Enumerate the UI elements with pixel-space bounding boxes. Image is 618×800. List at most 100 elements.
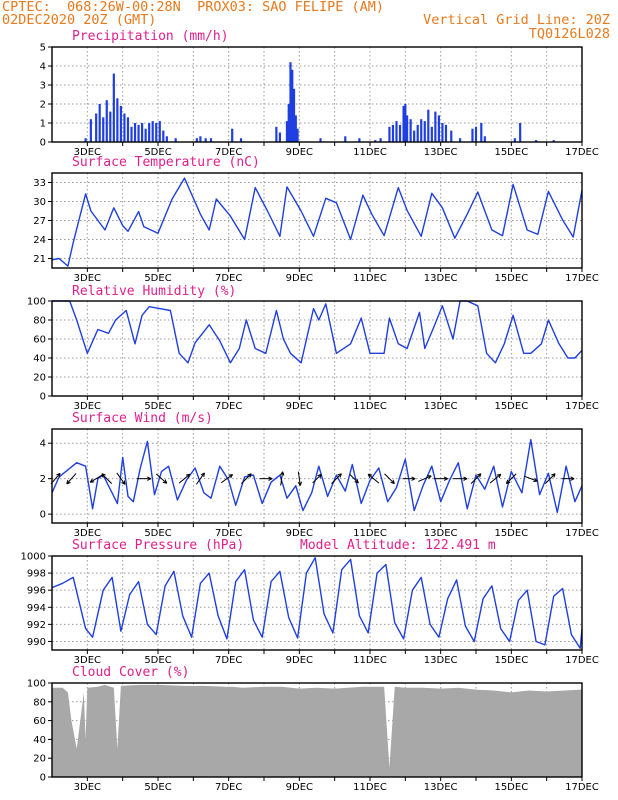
y-tick-label: 100 xyxy=(27,297,46,308)
precip-bar xyxy=(275,126,278,142)
precip-bar xyxy=(133,123,137,142)
x-tick-label: 17DEC xyxy=(565,528,599,539)
x-tick-label: 9DEC xyxy=(286,147,313,158)
x-tick-label: 3DEC xyxy=(74,273,101,284)
wind-vector-arrow xyxy=(178,473,191,484)
wind-panel-title: Surface Wind (m/s) xyxy=(72,411,213,426)
precip-bar xyxy=(441,123,444,142)
precip-bar xyxy=(344,136,347,142)
precip-bar xyxy=(388,126,391,142)
precip-bar xyxy=(294,115,297,142)
x-tick-label: 5DEC xyxy=(144,401,171,412)
y-tick-label: 80 xyxy=(33,316,46,327)
x-tick-label: 15DEC xyxy=(494,655,528,666)
y-tick-label: 994 xyxy=(27,603,46,614)
precip-bar xyxy=(239,138,243,142)
precip-bar xyxy=(420,119,423,142)
precip-bar xyxy=(416,124,419,142)
pres-panel-title: Surface Pressure (hPa) xyxy=(72,538,244,553)
precip-bar xyxy=(287,104,290,142)
cloud-cover-area xyxy=(52,684,582,777)
wind-vector-arrow xyxy=(241,473,252,484)
precip-bar xyxy=(292,88,296,142)
precip-bar xyxy=(123,113,126,142)
y-tick-label: 20 xyxy=(33,754,46,765)
precip-bar xyxy=(204,138,207,142)
y-tick-label: 992 xyxy=(27,620,46,631)
precip-bar xyxy=(84,138,87,142)
rh-panel-title: Relative Humidity (%) xyxy=(72,284,236,299)
header-model-id: TQ0126L028 xyxy=(528,26,610,42)
x-tick-label: 7DEC xyxy=(215,273,242,284)
y-tick-label: 0 xyxy=(40,392,46,403)
rh-line xyxy=(52,300,583,364)
precip-bar xyxy=(480,123,483,142)
precip-bar xyxy=(319,138,322,142)
x-tick-label: 11DEC xyxy=(353,401,387,412)
panel-precip: Precipitation (mm/h) 0 1 2 3 4 5 3DEC 5DEC 7DEC 9D… xyxy=(40,29,599,158)
precip-bar xyxy=(296,128,299,142)
y-tick-label: 80 xyxy=(33,697,46,708)
precip-bar xyxy=(89,119,92,142)
x-tick-label: 5DEC xyxy=(144,528,171,539)
x-tick-label: 17DEC xyxy=(565,401,599,412)
x-tick-label: 17DEC xyxy=(565,655,599,666)
header-station-line: CPTEC: 068:26W-00:28N PROX03: SAO FELIPE… xyxy=(2,0,385,15)
y-tick-label: 30 xyxy=(33,197,46,208)
x-tick-label: 3DEC xyxy=(74,401,101,412)
precip-bar xyxy=(437,115,440,142)
precip-bar xyxy=(285,121,289,142)
precip-bar xyxy=(162,130,165,142)
wind-vector-arrow xyxy=(418,475,432,482)
precip-bar xyxy=(474,126,478,142)
wind-vector-arrow xyxy=(349,474,359,484)
precip-bar xyxy=(209,138,213,142)
precip-bar xyxy=(459,138,462,142)
precip-bar xyxy=(402,105,405,142)
x-tick-label: 13DEC xyxy=(424,401,458,412)
y-tick-label: 33 xyxy=(33,178,46,189)
x-tick-label: 15DEC xyxy=(494,401,528,412)
wind-vector-arrow xyxy=(259,476,273,481)
precip-bar xyxy=(413,130,416,142)
y-tick-label: 60 xyxy=(33,716,46,727)
wind-vector-arrow xyxy=(505,473,517,485)
model-altitude-label: Model Altitude: 122.491 m xyxy=(300,538,496,553)
precip-bar xyxy=(278,132,281,142)
y-tick-label: 1 xyxy=(40,119,46,130)
wind-vector-arrow xyxy=(195,472,205,485)
x-tick-label: 9DEC xyxy=(286,273,313,284)
x-tick-label: 9DEC xyxy=(286,401,313,412)
x-tick-label: 7DEC xyxy=(215,401,242,412)
y-tick-label: 5 xyxy=(40,43,46,54)
y-tick-label: 0 xyxy=(40,138,46,149)
x-tick-label: 11DEC xyxy=(353,528,387,539)
y-tick-label: 0 xyxy=(40,773,46,784)
wind-vector-arrow xyxy=(89,474,103,483)
precip-bar xyxy=(105,100,108,142)
precip-bar xyxy=(289,62,292,143)
y-tick-label: 100 xyxy=(27,679,46,690)
precip-bar xyxy=(483,136,486,142)
precip-bar xyxy=(137,124,140,142)
x-tick-label: 13DEC xyxy=(424,782,458,793)
x-tick-label: 5DEC xyxy=(144,655,171,666)
cloud-panel-title: Cloud Cover (%) xyxy=(72,665,189,680)
x-tick-label: 15DEC xyxy=(494,273,528,284)
precip-bar xyxy=(398,124,402,142)
rh-plot-frame xyxy=(51,300,583,397)
x-tick-label: 13DEC xyxy=(424,147,458,158)
x-tick-label: 5DEC xyxy=(144,147,171,158)
x-tick-label: 17DEC xyxy=(565,147,599,158)
panel-pres: Surface Pressure (hPa) Model Altitude: 12… xyxy=(21,538,599,666)
x-tick-label: 13DEC xyxy=(424,273,458,284)
wind-vector-arrow xyxy=(489,473,502,484)
precip-bar xyxy=(404,104,407,142)
y-tick-label: 60 xyxy=(33,335,46,346)
y-tick-label: 1000 xyxy=(21,552,46,563)
header-grid-line-note: Vertical Grid Line: 20Z xyxy=(423,12,610,28)
x-tick-label: 3DEC xyxy=(74,528,101,539)
wind-vector-arrow xyxy=(136,476,152,481)
y-tick-label: 0 xyxy=(40,510,46,521)
x-tick-label: 11DEC xyxy=(353,782,387,793)
